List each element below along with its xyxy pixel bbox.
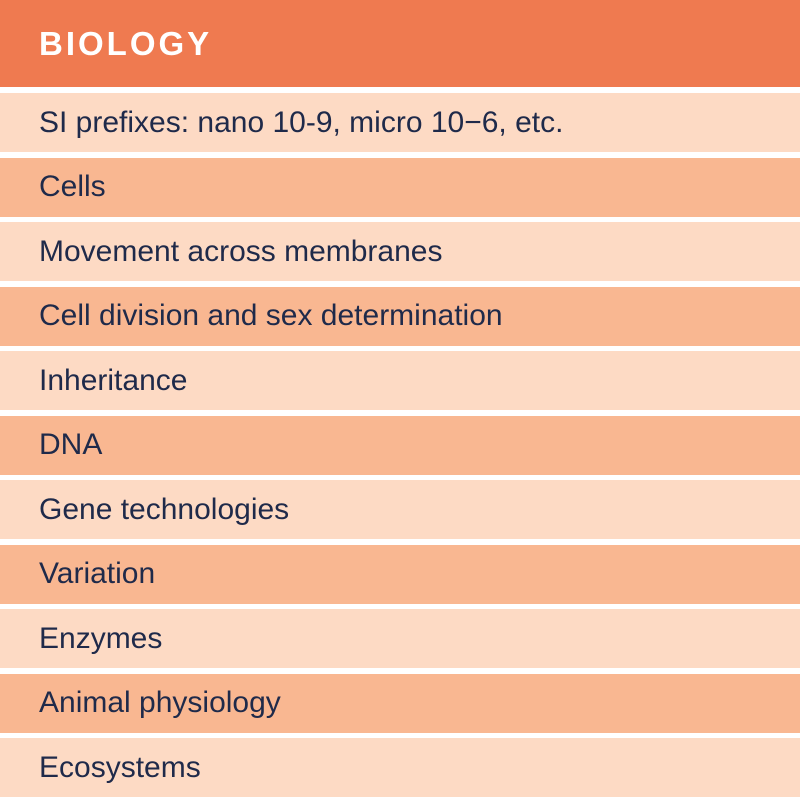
list-item-label: Inheritance <box>39 363 188 397</box>
list-item-label: Cell division and sex determination <box>39 299 503 333</box>
list-item: Cells <box>0 157 800 217</box>
list-item: Movement across membranes <box>0 222 800 282</box>
list-item-label: Animal physiology <box>39 686 281 720</box>
list-item-label: Ecosystems <box>39 750 201 784</box>
list-item: Ecosystems <box>0 738 800 798</box>
table-header: BIOLOGY <box>0 0 800 87</box>
list-item: Variation <box>0 544 800 604</box>
list-item-label: Variation <box>39 557 156 591</box>
list-item: Inheritance <box>0 351 800 411</box>
list-item: DNA <box>0 415 800 475</box>
list-item-label: Cells <box>39 170 106 204</box>
list-item: Animal physiology <box>0 673 800 733</box>
list-item-label: SI prefixes: nano 10-9, micro 10−6, etc. <box>39 105 564 139</box>
table-title: BIOLOGY <box>39 24 213 62</box>
list-item-label: Movement across membranes <box>39 234 443 268</box>
list-item: Gene technologies <box>0 480 800 540</box>
list-item-label: Enzymes <box>39 621 163 655</box>
list-item-label: Gene technologies <box>39 492 290 526</box>
list-item-label: DNA <box>39 428 103 462</box>
list-item: Enzymes <box>0 609 800 669</box>
topic-list: SI prefixes: nano 10-9, micro 10−6, etc.… <box>0 93 800 798</box>
list-item: Cell division and sex determination <box>0 286 800 346</box>
list-item: SI prefixes: nano 10-9, micro 10−6, etc. <box>0 93 800 152</box>
